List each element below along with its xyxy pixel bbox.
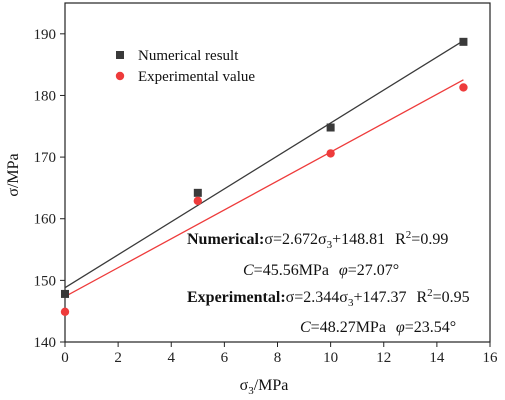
- x-axis-label: σ3/MPa: [240, 377, 289, 397]
- experimental-label: Experimental:: [187, 289, 286, 306]
- point-numerical: [459, 37, 468, 46]
- y-axis-label: σ/MPa: [5, 153, 22, 196]
- svg-text:Experimental:σ=2.344σ3+147.37R: Experimental:σ=2.344σ3+147.37 R2=0.95: [187, 287, 470, 309]
- x-tick-label: 14: [429, 350, 445, 366]
- axes: 0 2 4 6 8 10 12 14 16 140 150 160 170 180 190: [34, 2, 499, 366]
- numerical-c-value: =45.56MPa: [254, 262, 329, 279]
- fit-line-experimental: [64, 79, 464, 298]
- legend-marker-numerical: [116, 51, 124, 59]
- experimental-fit-annotation: Experimental:σ=2.344σ3+147.37 R2=0.95 C=4…: [187, 287, 470, 336]
- numerical-c-symbol: C: [243, 262, 254, 279]
- numerical-eq-prefix: σ=2.672σ: [264, 231, 327, 248]
- legend-label-experimental: Experimental value: [138, 69, 255, 85]
- numerical-eq-suffix: +148.81: [332, 231, 385, 248]
- experimental-r2-value: =0.95: [433, 289, 470, 306]
- experimental-phi-value: =23.54°: [405, 319, 456, 336]
- x-axis-label-sub: 3: [248, 385, 254, 397]
- numerical-phi-symbol: φ: [339, 262, 348, 279]
- numerical-r2-sup: 2: [406, 229, 412, 241]
- numerical-fit-annotation: Numerical:σ=2.672σ3+148.81 R2=0.99 C=45.5…: [187, 229, 448, 279]
- legend-label-numerical: Numerical result: [138, 48, 239, 64]
- point-numerical: [61, 289, 69, 298]
- numerical-r2-value: =0.99: [411, 231, 448, 248]
- x-tick-label: 8: [274, 350, 282, 366]
- x-tick-label: 16: [483, 350, 499, 366]
- y-tick-label: 140: [34, 335, 57, 351]
- x-tick-label: 4: [168, 350, 176, 366]
- point-experimental: [326, 149, 335, 158]
- experimental-c-symbol: C: [300, 319, 311, 336]
- point-experimental: [459, 83, 468, 92]
- data-points: [60, 37, 468, 316]
- x-axis-label-base: σ: [240, 377, 249, 394]
- numerical-label: Numerical:: [187, 231, 264, 248]
- experimental-phi-symbol: φ: [396, 319, 405, 336]
- fit-line-numerical: [64, 40, 464, 289]
- fit-lines: [64, 40, 464, 298]
- x-tick-label: 0: [61, 350, 69, 366]
- x-tick-label: 2: [114, 350, 122, 366]
- y-tick-label: 180: [34, 88, 57, 104]
- x-tick-label: 6: [221, 350, 229, 366]
- experimental-eq-prefix: σ=2.344σ: [286, 289, 349, 306]
- y-tick-label: 160: [34, 212, 57, 228]
- point-numerical: [193, 188, 202, 197]
- y-tick-label: 190: [34, 27, 57, 43]
- experimental-eq-sub: 3: [348, 297, 354, 309]
- y-tick-label: 150: [34, 273, 57, 289]
- point-numerical: [326, 123, 335, 132]
- x-tick-label: 12: [376, 350, 391, 366]
- legend-marker-experimental: [115, 71, 125, 81]
- numerical-eq-sub: 3: [327, 239, 333, 251]
- point-experimental: [60, 307, 70, 316]
- point-experimental: [193, 196, 203, 206]
- experimental-r2-prefix: R: [416, 289, 427, 306]
- experimental-c-value: =48.27MPa: [311, 319, 386, 336]
- experimental-r2-sup: 2: [427, 287, 433, 299]
- numerical-r2-prefix: R: [395, 231, 406, 248]
- y-tick-label: 170: [34, 150, 57, 166]
- legend: Numerical result Experimental value: [115, 48, 255, 85]
- x-axis-label-unit: /MPa: [254, 377, 289, 394]
- numerical-phi-value: =27.07°: [348, 262, 399, 279]
- x-tick-label: 10: [323, 350, 338, 366]
- experimental-eq-suffix: +147.37: [353, 289, 406, 306]
